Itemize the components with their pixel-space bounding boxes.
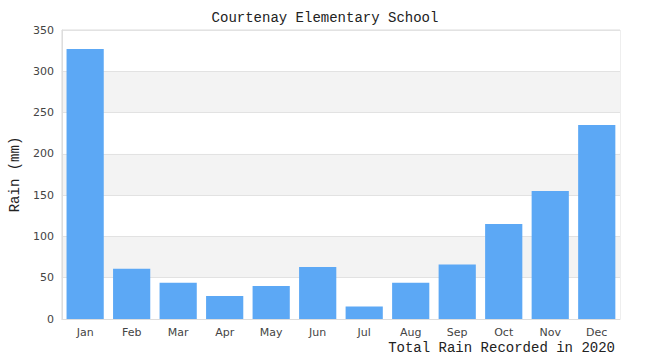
svg-text:May: May: [260, 326, 283, 339]
svg-text:Jul: Jul: [357, 326, 371, 339]
svg-text:300: 300: [33, 65, 54, 78]
svg-text:350: 350: [33, 24, 54, 37]
svg-text:Feb: Feb: [122, 326, 141, 339]
svg-text:150: 150: [33, 189, 54, 202]
svg-text:Jun: Jun: [308, 326, 326, 339]
svg-text:Dec: Dec: [586, 326, 607, 339]
svg-text:Sep: Sep: [447, 326, 468, 339]
svg-text:Aug: Aug: [400, 326, 421, 339]
svg-text:Courtenay Elementary School: Courtenay Elementary School: [212, 10, 439, 26]
svg-text:Rain (mm): Rain (mm): [7, 137, 23, 213]
svg-text:Total Rain Recorded in 2020: Total Rain Recorded in 2020: [388, 340, 615, 356]
svg-text:0: 0: [47, 313, 54, 326]
svg-text:Mar: Mar: [168, 326, 189, 339]
svg-text:200: 200: [33, 147, 54, 160]
svg-text:Jan: Jan: [76, 326, 94, 339]
svg-text:Nov: Nov: [540, 326, 562, 339]
svg-text:Oct: Oct: [494, 326, 514, 339]
svg-text:250: 250: [33, 106, 54, 119]
svg-text:50: 50: [40, 271, 54, 284]
svg-text:100: 100: [33, 230, 54, 243]
svg-text:Apr: Apr: [215, 326, 235, 339]
